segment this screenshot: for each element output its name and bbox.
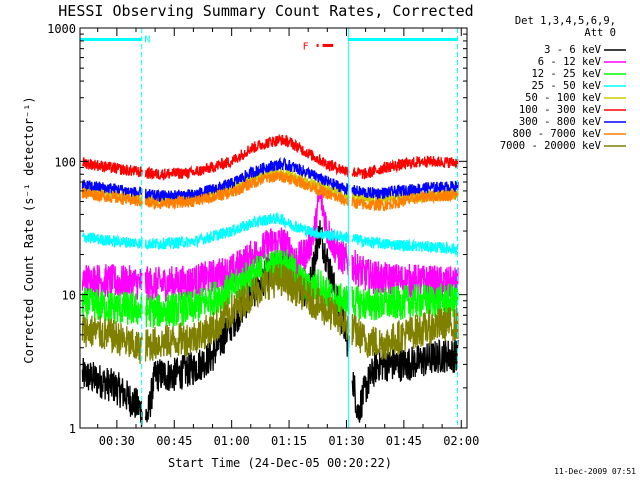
legend-header-line-1: Det 1,3,4,5,6,9, xyxy=(515,15,616,27)
legend-label-2: 6 - 12 keV xyxy=(538,56,602,68)
y-tick-label-4: 1000 xyxy=(47,22,76,36)
flare-label: F xyxy=(303,41,309,52)
series-line-7 xyxy=(81,156,459,203)
series-7 xyxy=(81,156,459,203)
plot-frame xyxy=(79,27,468,429)
x-tick-label-6: 01:45 xyxy=(386,434,422,448)
y-tick-label-1: 1 xyxy=(69,422,76,436)
x-tick-label-2: 00:45 xyxy=(156,434,192,448)
axes: 00:30 00:45 01:00 01:15 01:30 01:45 02:00 1 10 10… xyxy=(47,22,479,448)
chart-title: HESSI Observing Summary Count Rates, Cor… xyxy=(58,2,473,20)
legend-label-7: 300 - 800 keV xyxy=(519,116,602,128)
series-line-3 xyxy=(81,249,459,328)
series-8 xyxy=(81,170,459,213)
x-tick-label-3: 01:00 xyxy=(214,434,250,448)
y-axis-label: Corrected Count Rate (s⁻¹ detector⁻¹) xyxy=(22,96,36,363)
series-6 xyxy=(82,133,459,181)
x-tick-label-1: 00:30 xyxy=(99,434,135,448)
series-line-9 xyxy=(81,263,459,364)
x-tick-label-4: 01:15 xyxy=(271,434,307,448)
plot-area: NF xyxy=(80,28,459,428)
x-tick-label-7: 02:00 xyxy=(443,434,479,448)
series-line-4 xyxy=(81,211,459,257)
legend-label-1: 3 - 6 keV xyxy=(544,44,602,56)
x-axis-label: Start Time (24-Dec-05 00:20:22) xyxy=(168,456,392,470)
series-3 xyxy=(81,249,459,328)
legend-label-5: 50 - 100 keV xyxy=(525,92,602,104)
legend-label-3: 12 - 25 keV xyxy=(531,68,601,80)
y-tick-label-3: 100 xyxy=(54,155,76,169)
series-9 xyxy=(81,263,459,364)
series-4 xyxy=(81,211,459,257)
y-tick-label-2: 10 xyxy=(62,289,76,303)
legend-header-line-2: Att 0 xyxy=(584,27,616,39)
plot-timestamp: 11-Dec-2009 07:51 xyxy=(554,467,636,476)
legend-label-8: 800 - 7000 keV xyxy=(512,128,601,140)
legend-label-6: 100 - 300 keV xyxy=(519,104,602,116)
legend-label-4: 25 - 50 keV xyxy=(531,80,601,92)
night-label: N xyxy=(144,34,150,45)
series-line-6 xyxy=(82,133,459,181)
series-line-8 xyxy=(81,170,459,213)
x-tick-label-5: 01:30 xyxy=(328,434,364,448)
legend-label-9: 7000 - 20000 keV xyxy=(500,140,602,152)
